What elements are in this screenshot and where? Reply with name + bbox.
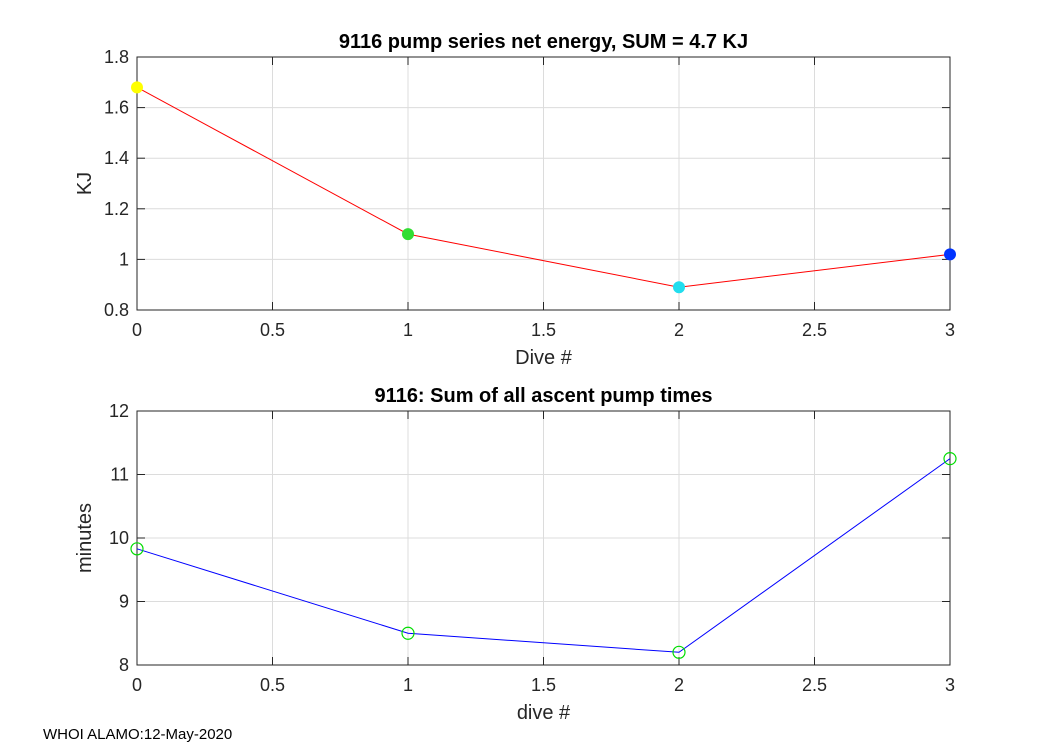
energy-ytick-label: 1.8 bbox=[104, 47, 129, 67]
energy-ylabel: KJ bbox=[74, 172, 96, 195]
energy-ytick-label: 1.2 bbox=[104, 199, 129, 219]
pumptime-xtick-label: 1 bbox=[403, 675, 413, 695]
pumptime-xtick-label: 2 bbox=[674, 675, 684, 695]
energy-point-3 bbox=[944, 248, 956, 261]
pumptime-xtick-label: 3 bbox=[945, 675, 955, 695]
energy-axes-box bbox=[136, 56, 951, 311]
energy-ytick-label: 1.6 bbox=[104, 98, 129, 118]
pumptime-title: 9116: Sum of all ascent pump times bbox=[375, 385, 713, 407]
energy-chart: 0 0.5 1 1.5 2 2.5 3 0.8 1 1.2 1.4 1.6 1.8 9116 pump s… bbox=[74, 31, 956, 369]
pumptime-point-3 bbox=[943, 452, 957, 466]
pumptime-xlabel: dive # bbox=[517, 702, 571, 724]
energy-ytick-label: 1 bbox=[119, 249, 129, 269]
pumptime-point-0 bbox=[130, 542, 144, 556]
pumptime-point-2 bbox=[672, 645, 686, 659]
pumptime-xtick-label: 0.5 bbox=[260, 675, 285, 695]
energy-title: 9116 pump series net energy, SUM = 4.7 K… bbox=[339, 31, 748, 53]
footer-stamp: WHOI ALAMO:12-May-2020 bbox=[43, 726, 233, 743]
pumptime-ytick-label: 10 bbox=[109, 528, 129, 548]
pumptime-chart: 0 0.5 1 1.5 2 2.5 3 8 9 10 11 12 9116: Sum of all as… bbox=[74, 385, 957, 724]
pumptime-xtick-label: 1.5 bbox=[531, 675, 556, 695]
pumptime-xtick-label: 2.5 bbox=[802, 675, 827, 695]
energy-point-1 bbox=[402, 228, 414, 241]
energy-point-2 bbox=[673, 281, 685, 294]
pumptime-series-line bbox=[136, 458, 951, 653]
pumptime-ytick-label: 12 bbox=[109, 401, 129, 421]
energy-xtick-label: 0 bbox=[132, 320, 142, 340]
energy-xtick-label: 0.5 bbox=[260, 320, 285, 340]
energy-xtick-label: 3 bbox=[945, 320, 955, 340]
pumptime-ytick-label: 9 bbox=[119, 592, 129, 612]
pumptime-ytick-label: 8 bbox=[119, 655, 129, 675]
energy-xtick-label: 1.5 bbox=[531, 320, 556, 340]
energy-ytick-label: 1.4 bbox=[104, 148, 129, 168]
pumptime-ylabel: minutes bbox=[74, 503, 96, 573]
pumptime-point-1 bbox=[401, 626, 415, 640]
energy-ytick-label: 0.8 bbox=[104, 300, 129, 320]
pumptime-ytick-label: 11 bbox=[110, 465, 129, 485]
energy-xtick-label: 1 bbox=[403, 320, 413, 340]
pumptime-axes-box bbox=[136, 410, 951, 666]
pumptime-xtick-label: 0 bbox=[132, 675, 142, 695]
energy-point-0 bbox=[131, 81, 143, 94]
energy-xtick-label: 2.5 bbox=[802, 320, 827, 340]
energy-series-line bbox=[136, 86, 951, 288]
energy-xtick-label: 2 bbox=[674, 320, 684, 340]
energy-xlabel: Dive # bbox=[515, 347, 573, 369]
